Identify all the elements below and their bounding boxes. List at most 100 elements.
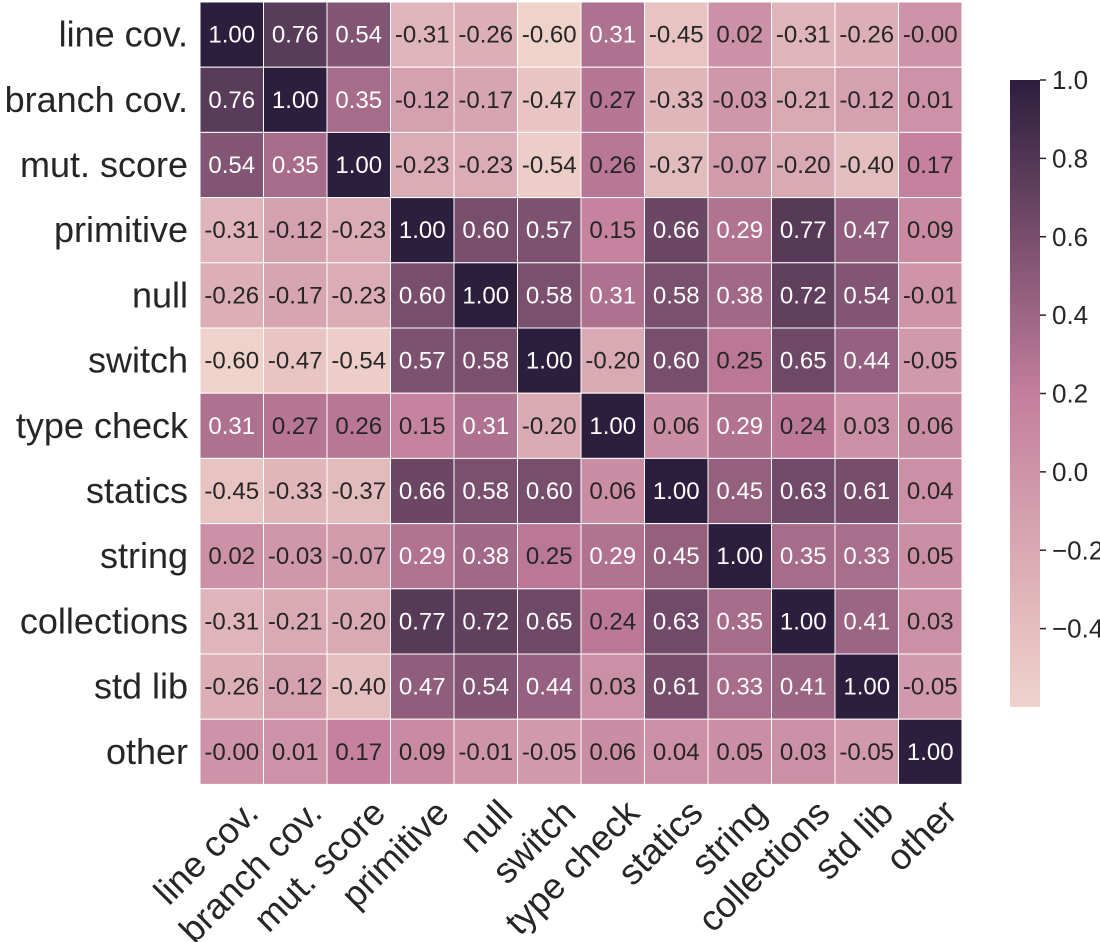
cell-value-label: -0.17	[458, 87, 513, 114]
heatmap-cell	[517, 197, 582, 264]
cell-value-label: -0.07	[712, 152, 767, 179]
heatmap-cell	[580, 327, 645, 394]
heatmap-cell	[390, 327, 455, 394]
heatmap-cell	[580, 653, 645, 720]
heatmap-cell	[580, 392, 645, 459]
x-axis-tick-labels: line cov.branch cov.mut. scoreprimitiven…	[146, 791, 965, 942]
cell-value-label: -0.20	[585, 348, 640, 375]
y-axis-tick-labels: line cov. branch cov. mut. score primitive n…	[5, 14, 189, 772]
y-tick-label: collections	[20, 600, 188, 641]
cell-value-label: -0.12	[395, 87, 450, 114]
cell-value-label: 0.58	[462, 348, 509, 375]
heatmap-cell	[517, 66, 582, 133]
heatmap-cell	[834, 392, 899, 459]
colorbar: 1.0 0.8 0.6 0.4 0.2 0.0 −0.2 −0.4	[1010, 65, 1100, 707]
heatmap-cell	[771, 392, 836, 459]
cell-value-label: 0.05	[716, 739, 763, 766]
cell-value-label: -0.05	[903, 348, 958, 375]
cell-value-label: -0.20	[331, 608, 386, 635]
y-tick-label: string	[100, 535, 188, 576]
cell-value-label: 0.35	[272, 152, 319, 179]
heatmap-cell	[390, 66, 455, 133]
cell-value-label: 0.09	[907, 217, 954, 244]
heatmap-cell	[771, 66, 836, 133]
colorbar-tick-label: −0.4	[1052, 614, 1100, 644]
heatmap-cell	[834, 66, 899, 133]
cell-value-label: -0.03	[712, 87, 767, 114]
cell-value-label: -0.54	[331, 348, 386, 375]
heatmap-cell	[771, 718, 836, 785]
cell-value-label: 0.54	[335, 22, 382, 49]
heatmap-cell	[326, 653, 391, 720]
y-tick-label: line cov.	[59, 14, 188, 55]
heatmap-cell	[453, 457, 518, 525]
cell-value-label: 0.65	[780, 348, 827, 375]
heatmap-cell	[707, 66, 772, 133]
cell-value-label: 1.00	[335, 152, 382, 179]
cell-value-label: 0.66	[653, 217, 700, 244]
cell-value-label: 0.31	[462, 413, 509, 440]
heatmap-cell	[898, 197, 963, 264]
heatmap-cell	[898, 1, 963, 68]
heatmap-cell	[580, 66, 645, 133]
heatmap-cell	[199, 523, 264, 590]
cell-value-label: 0.17	[907, 152, 954, 179]
heatmap-cell	[453, 262, 518, 329]
heatmap-cell	[199, 131, 264, 199]
cell-value-label: 0.35	[716, 608, 763, 635]
heatmap-cell-values: 1.00 0.76 0.54 -0.31 -0.26 -0.60 0.31 -0.45 0.02…	[204, 22, 957, 766]
heatmap-cell	[898, 588, 963, 655]
cell-value-label: 0.27	[272, 413, 319, 440]
colorbar-gradient	[1010, 80, 1040, 707]
heatmap-cell	[263, 588, 328, 655]
cell-value-label: 0.25	[716, 348, 763, 375]
cell-value-label: 0.03	[843, 413, 890, 440]
cell-value-label: 0.44	[843, 348, 890, 375]
cell-value-label: 0.24	[589, 608, 636, 635]
x-tick-label: other	[878, 792, 965, 879]
cell-value-label: 0.06	[653, 413, 700, 440]
heatmap-cell	[390, 523, 455, 590]
heatmap-cell	[326, 197, 391, 264]
heatmap-cell	[580, 262, 645, 329]
heatmap-cell	[390, 457, 455, 525]
heatmap-cell	[898, 718, 963, 785]
cell-value-label: -0.31	[776, 22, 831, 49]
cell-value-label: 1.00	[399, 217, 446, 244]
y-tick-label: mut. score	[20, 144, 188, 185]
cell-value-label: -0.00	[204, 739, 259, 766]
cell-value-label: 0.60	[526, 478, 573, 505]
cell-value-label: 0.02	[208, 543, 255, 570]
cell-value-label: -0.37	[649, 152, 704, 179]
heatmap-cell	[199, 262, 264, 329]
cell-value-label: -0.05	[903, 674, 958, 701]
heatmap-cell	[199, 197, 264, 264]
cell-value-label: -0.47	[522, 87, 577, 114]
heatmap-cell	[263, 392, 328, 459]
cell-value-label: 0.03	[589, 674, 636, 701]
colorbar-tick-label: −0.2	[1052, 535, 1100, 565]
cell-value-label: 0.35	[335, 87, 382, 114]
cell-value-label: 0.65	[526, 608, 573, 635]
cell-value-label: 0.25	[526, 543, 573, 570]
heatmap-cell	[199, 653, 264, 720]
heatmap-cell	[390, 131, 455, 199]
cell-value-label: 0.29	[716, 217, 763, 244]
cell-value-label: 1.00	[653, 478, 700, 505]
y-tick-label: std lib	[94, 666, 188, 707]
cell-value-label: 0.31	[589, 22, 636, 49]
heatmap-cell	[580, 131, 645, 199]
y-tick-label: type check	[16, 405, 189, 446]
heatmap-cell	[453, 718, 518, 785]
heatmap-cell	[644, 653, 709, 720]
cell-value-label: 1.00	[907, 739, 954, 766]
cell-value-label: -0.23	[331, 217, 386, 244]
heatmap-cell	[263, 197, 328, 264]
heatmap-cell	[580, 457, 645, 525]
colorbar-tick-label: 0.6	[1052, 222, 1088, 252]
cell-value-label: 0.27	[589, 87, 636, 114]
cell-value-label: 0.31	[589, 282, 636, 309]
cell-value-label: -0.01	[903, 282, 958, 309]
heatmap-cell	[580, 588, 645, 655]
